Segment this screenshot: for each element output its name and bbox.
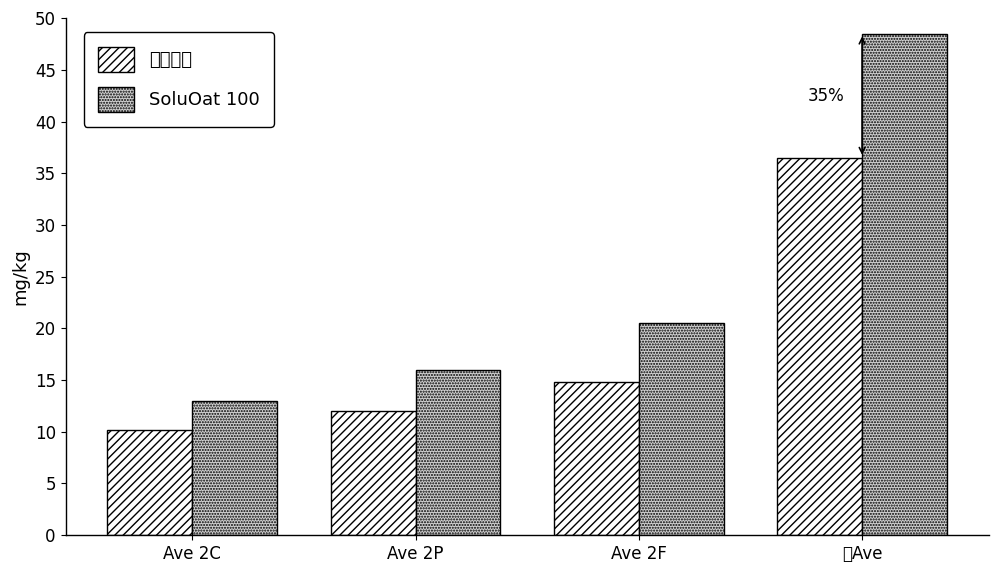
- Bar: [416, 370, 500, 535]
- Legend: 全燕麦粉, SoluOat 100: 全燕麦粉, SoluOat 100: [84, 32, 274, 127]
- Y-axis label: mg/kg: mg/kg: [11, 249, 29, 305]
- Bar: [107, 430, 192, 535]
- Bar: [554, 382, 639, 535]
- Bar: [639, 323, 724, 535]
- Bar: [331, 411, 416, 535]
- Bar: [777, 158, 862, 535]
- Bar: [862, 34, 947, 535]
- Bar: [192, 401, 277, 535]
- Text: 35%: 35%: [807, 87, 844, 104]
